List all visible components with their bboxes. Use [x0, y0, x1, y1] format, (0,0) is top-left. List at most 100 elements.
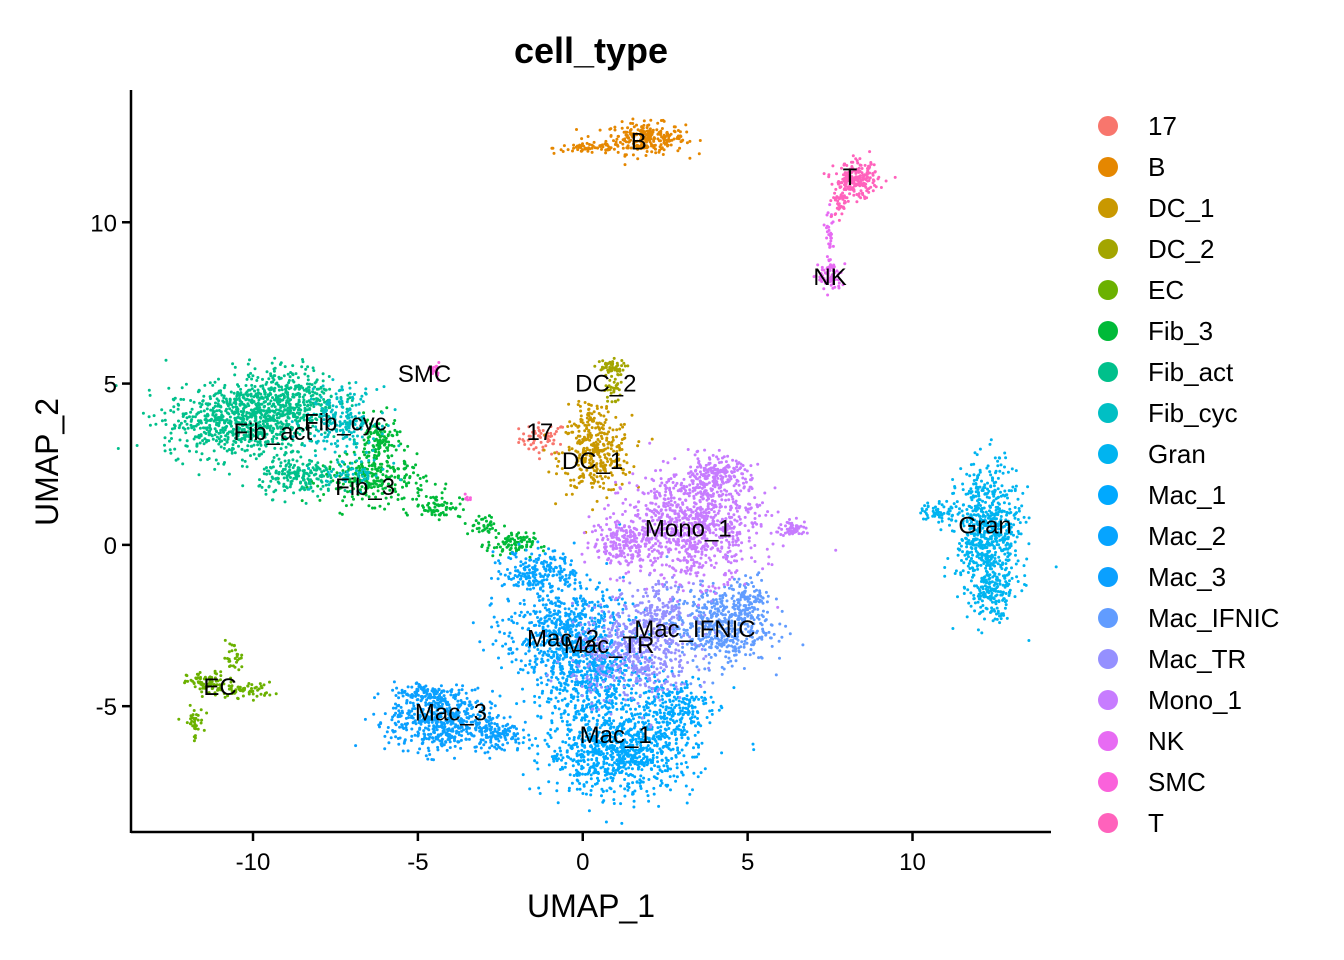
- data-point: [605, 761, 609, 765]
- data-point: [996, 459, 1000, 463]
- data-point: [1001, 563, 1004, 566]
- data-point: [569, 484, 573, 487]
- data-point: [599, 434, 603, 438]
- data-point: [232, 391, 236, 395]
- data-point: [341, 499, 345, 503]
- data-point: [995, 606, 999, 610]
- data-point: [402, 462, 406, 465]
- data-point: [251, 412, 255, 415]
- data-point: [615, 435, 618, 439]
- data-point: [587, 809, 591, 813]
- data-point: [988, 470, 992, 474]
- data-point: [587, 407, 591, 411]
- data-point: [534, 737, 538, 740]
- data-point: [620, 750, 624, 754]
- data-point: [267, 469, 271, 473]
- data-point: [672, 125, 676, 129]
- data-point: [283, 489, 287, 492]
- data-point: [363, 447, 366, 451]
- data-point: [972, 462, 976, 466]
- data-point: [225, 449, 229, 453]
- data-point: [214, 401, 217, 405]
- data-point: [585, 147, 588, 151]
- data-point: [194, 716, 198, 720]
- data-point: [995, 540, 999, 544]
- data-point: [251, 692, 255, 696]
- data-point: [445, 505, 449, 509]
- data-point: [603, 432, 607, 436]
- data-point: [246, 394, 250, 398]
- data-point: [200, 690, 204, 694]
- data-point: [547, 763, 551, 767]
- data-point: [267, 377, 271, 381]
- data-point: [1003, 576, 1007, 580]
- data-point: [219, 445, 223, 449]
- data-point: [349, 484, 353, 488]
- data-point: [214, 458, 218, 462]
- data-point: [148, 393, 152, 397]
- data-point: [630, 413, 634, 417]
- data-point: [650, 437, 654, 441]
- data-point: [544, 444, 548, 448]
- data-point: [495, 545, 499, 549]
- data-point: [618, 140, 622, 144]
- data-point: [351, 397, 355, 401]
- data-point: [1000, 549, 1004, 553]
- data-point: [239, 399, 242, 403]
- data-point: [584, 456, 588, 460]
- data-point: [414, 481, 418, 485]
- data-point: [263, 693, 266, 697]
- data-point: [276, 480, 280, 484]
- data-point: [939, 528, 943, 532]
- data-point: [662, 764, 666, 768]
- data-point: [1016, 529, 1020, 533]
- data-point: [1013, 506, 1017, 509]
- data-point: [250, 687, 253, 690]
- data-point: [611, 428, 615, 432]
- data-point: [334, 487, 338, 491]
- data-point: [632, 799, 636, 803]
- data-point: [397, 467, 400, 471]
- data-point: [176, 402, 180, 406]
- data-point: [350, 461, 354, 465]
- data-point: [978, 541, 982, 545]
- data-point: [566, 432, 570, 436]
- data-point: [304, 501, 308, 505]
- data-point: [291, 392, 295, 396]
- data-point: [925, 507, 929, 511]
- data-point: [595, 751, 599, 755]
- data-point: [203, 383, 207, 387]
- data-point: [393, 487, 397, 491]
- data-point: [995, 586, 999, 590]
- data-point: [578, 782, 582, 785]
- data-point: [225, 399, 229, 403]
- data-point: [245, 448, 249, 452]
- data-point: [243, 686, 247, 690]
- data-point: [314, 402, 318, 406]
- data-point: [666, 143, 670, 147]
- data-point: [249, 400, 253, 404]
- data-point: [295, 459, 299, 463]
- data-point: [943, 574, 947, 578]
- data-point: [277, 394, 281, 398]
- data-point: [593, 616, 597, 620]
- data-point: [983, 617, 986, 621]
- data-point: [206, 414, 209, 418]
- data-point: [699, 771, 703, 775]
- data-point: [292, 411, 295, 415]
- data-point: [648, 127, 652, 131]
- data-point: [642, 119, 646, 123]
- data-point: [969, 557, 973, 560]
- data-point: [227, 472, 231, 476]
- data-point: [609, 363, 613, 366]
- data-point: [987, 489, 991, 493]
- data-point: [954, 569, 958, 573]
- data-point: [527, 447, 531, 451]
- data-point: [456, 514, 460, 518]
- data-point: [600, 405, 604, 409]
- data-point: [993, 557, 997, 560]
- data-point: [219, 670, 223, 674]
- data-point: [529, 443, 533, 447]
- data-point: [262, 472, 266, 476]
- data-point: [308, 458, 311, 462]
